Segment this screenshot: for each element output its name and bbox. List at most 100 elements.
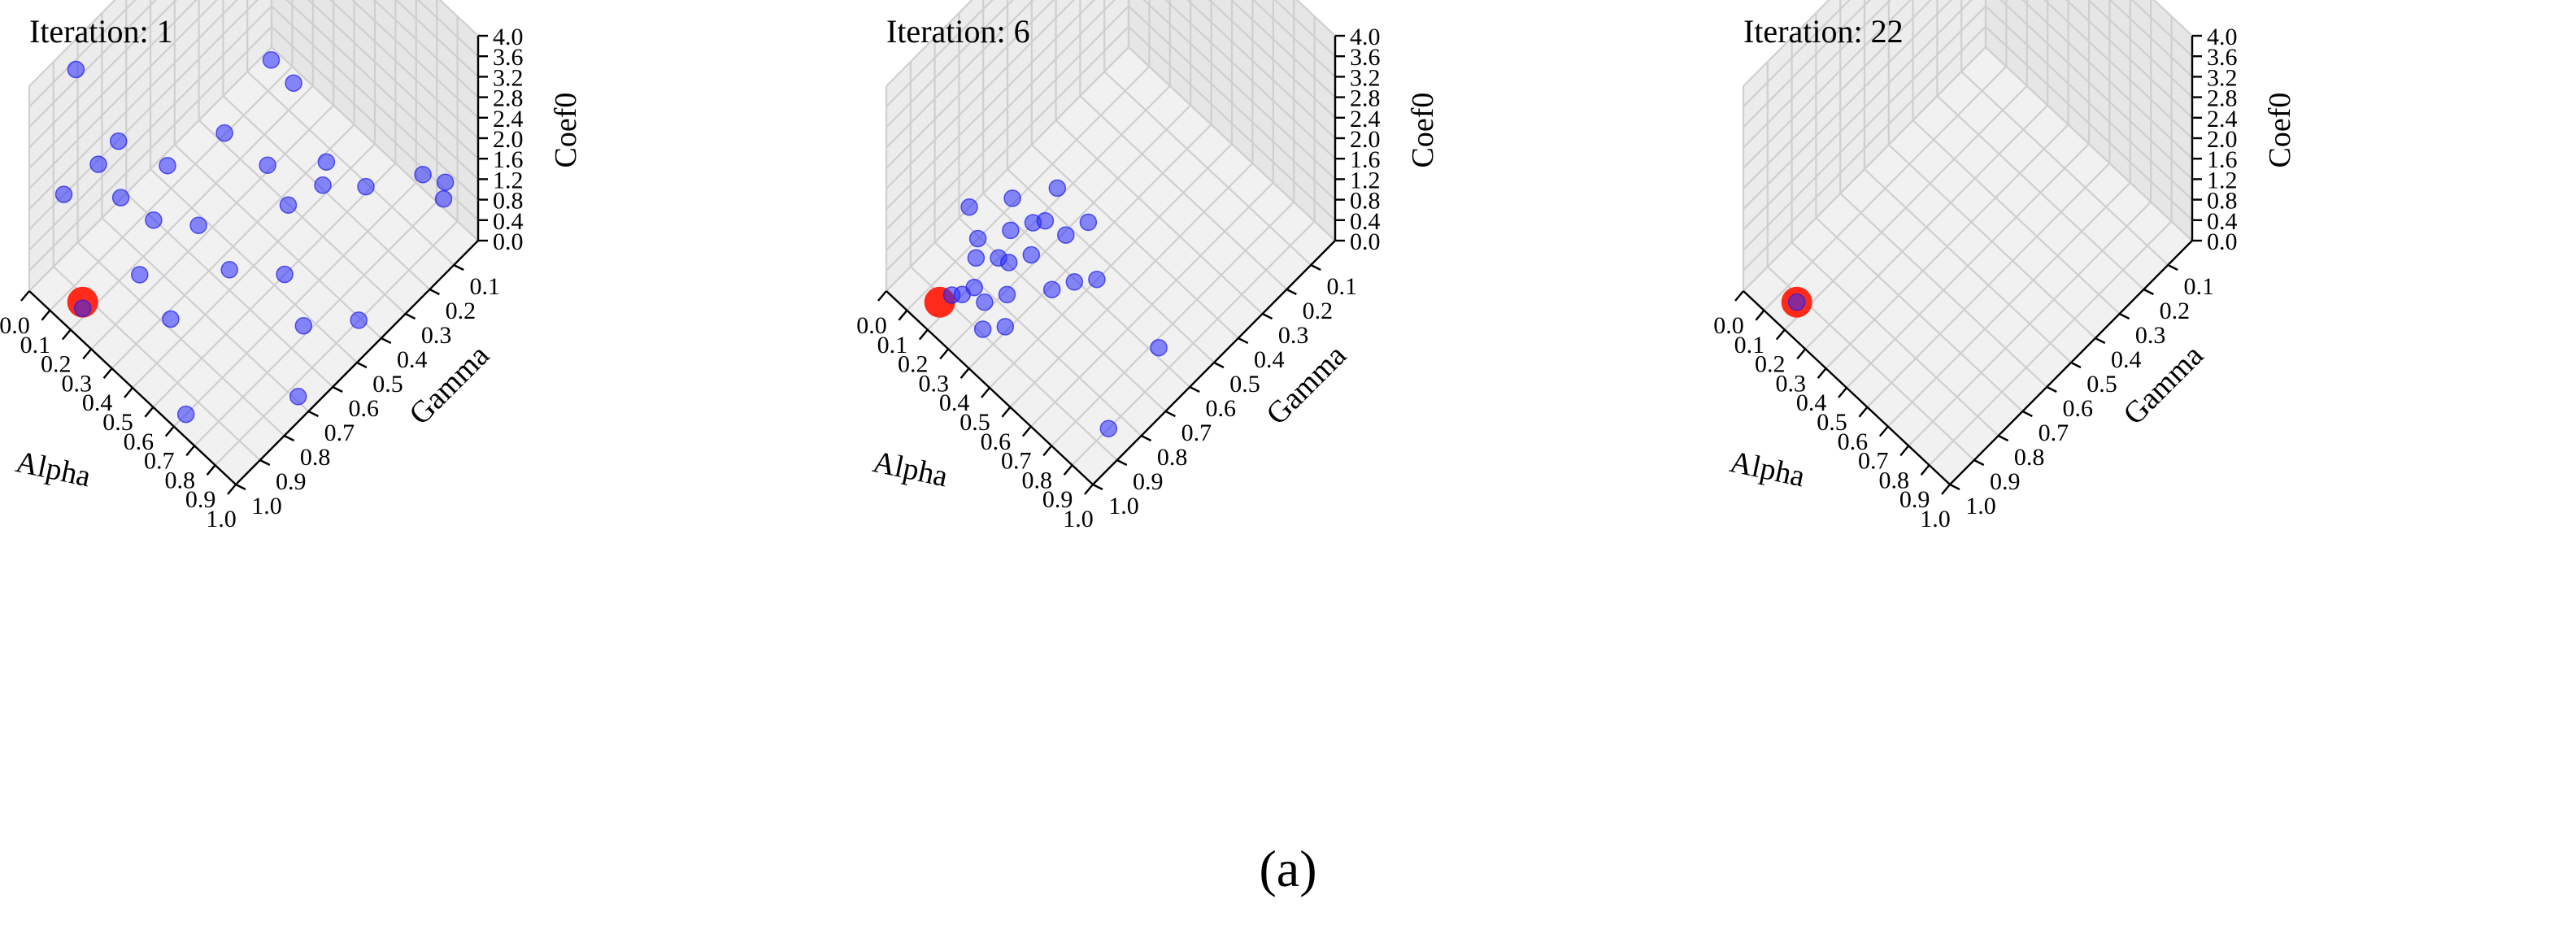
alpha-tick-label: 0.6 — [981, 428, 1012, 455]
gamma-tick-label: 0.2 — [1303, 298, 1334, 324]
coef0-tick-label: 2.8 — [2207, 85, 2238, 112]
grid-line — [1960, 71, 2169, 266]
gamma-tick — [2021, 410, 2033, 418]
coef0-tick-label: 0.8 — [1350, 188, 1381, 215]
grid-line — [886, 0, 994, 107]
gamma-tick — [307, 410, 319, 418]
alpha-axis-label: Alpha — [13, 445, 94, 493]
alpha-tick-label: 0.2 — [41, 351, 72, 378]
coef0-tick-label: 2.4 — [493, 106, 524, 133]
scatter-point — [1079, 213, 1098, 232]
grid-line — [2152, 0, 2193, 37]
coef0-tick-label: 0.4 — [1350, 208, 1381, 235]
scatter-point — [285, 74, 302, 92]
grid-line — [1743, 26, 1986, 272]
gamma-tick-label: 0.3 — [1278, 322, 1309, 349]
gamma-tick — [1262, 312, 1273, 320]
scatter-point — [162, 310, 180, 328]
grid-line — [1743, 0, 1953, 210]
coef0-axis-label: Coef0 — [2263, 93, 2297, 168]
grid-line — [1985, 46, 2193, 241]
coef0-axis-label: Coef0 — [549, 93, 583, 168]
alpha-tick-label: 0.3 — [61, 370, 92, 397]
grid-line — [28, 0, 157, 128]
alpha-tick-label: 0.9 — [185, 486, 216, 513]
alpha-tick-label: 0.4 — [1796, 389, 1827, 416]
coef0-tick-label: 3.2 — [1350, 64, 1381, 91]
coef0-tick-label: 3.6 — [1350, 44, 1381, 71]
grid-line — [1743, 0, 1830, 87]
alpha-tick-label: 1.0 — [1920, 506, 1951, 532]
coef0-tick-label: 0.8 — [493, 188, 524, 215]
alpha-axis-label: Alpha — [1727, 445, 1808, 493]
grid-line — [1251, 0, 1336, 78]
alpha-tick-label: 0.8 — [1021, 467, 1052, 493]
gamma-tick-label: 1.0 — [251, 493, 282, 519]
gamma-tick — [1310, 263, 1321, 272]
grid-line — [1999, 0, 2193, 180]
gamma-tick-label: 0.4 — [2111, 346, 2142, 373]
gamma-tick — [1164, 410, 1176, 418]
gamma-tick — [284, 434, 295, 442]
scatter-point — [176, 405, 195, 424]
grid-line — [76, 241, 285, 437]
gamma-tick — [1213, 361, 1225, 369]
scatter-point — [279, 196, 298, 214]
scatter-point — [159, 156, 176, 175]
scatter-point — [215, 124, 233, 142]
grid-line — [1791, 241, 1999, 437]
gamma-tick — [429, 288, 440, 296]
gamma-tick — [2119, 312, 2130, 320]
grid-line — [1031, 144, 1239, 339]
grid-line — [28, 0, 198, 169]
scatter-point — [996, 318, 1015, 336]
grid-line — [1743, 0, 1891, 149]
gamma-tick — [405, 312, 416, 320]
grid-line — [150, 168, 358, 363]
gamma-tick — [356, 361, 368, 369]
coef0-tick-label: 1.6 — [1350, 146, 1381, 173]
gamma-tick — [1286, 288, 1297, 296]
scatter-point — [434, 190, 453, 208]
coef0-tick-label: 2.8 — [1350, 85, 1381, 112]
grid-line — [438, 0, 479, 37]
gamma-tick — [1238, 337, 1249, 345]
alpha-tick-label: 0.0 — [856, 312, 887, 339]
grid-line — [1888, 144, 2096, 339]
scatter-point — [1065, 273, 1084, 291]
grid-line — [886, 0, 1076, 189]
grid-line — [28, 26, 272, 272]
grid-line — [1839, 193, 2047, 388]
gamma-tick — [1189, 385, 1200, 393]
alpha-tick — [41, 310, 51, 321]
scatter-point — [960, 198, 978, 216]
grid-line — [2130, 0, 2193, 58]
alpha-tick — [1941, 484, 1951, 495]
alpha-tick-label: 0.4 — [82, 389, 113, 416]
alpha-tick — [1775, 328, 1786, 341]
alpha-tick-label: 0.5 — [102, 409, 133, 436]
gamma-tick — [2095, 337, 2106, 345]
alpha-tick — [939, 348, 950, 360]
scatter-point — [259, 156, 276, 174]
alpha-tick — [1878, 425, 1889, 437]
coef0-tick-label: 1.6 — [2207, 146, 2238, 173]
grid-line — [886, 46, 1129, 292]
grid-line — [886, 0, 1014, 128]
coef0-tick-label: 2.0 — [1350, 126, 1381, 153]
alpha-tick — [61, 328, 72, 341]
gamma-tick-label: 0.1 — [2183, 273, 2214, 300]
grid-line — [2043, 0, 2193, 139]
grid-line — [372, 0, 479, 98]
alpha-tick — [1796, 348, 1807, 360]
grid-line — [1273, 0, 1336, 58]
coef0-tick-label: 1.6 — [493, 146, 524, 173]
alpha-tick — [206, 464, 216, 476]
scatter-point — [145, 211, 163, 229]
grid-line — [1743, 0, 1973, 231]
grid-line — [886, 0, 973, 87]
grid-line — [886, 5, 1129, 251]
grid-line — [1815, 217, 2024, 412]
coef0-tick-label: 4.0 — [2207, 24, 2238, 50]
